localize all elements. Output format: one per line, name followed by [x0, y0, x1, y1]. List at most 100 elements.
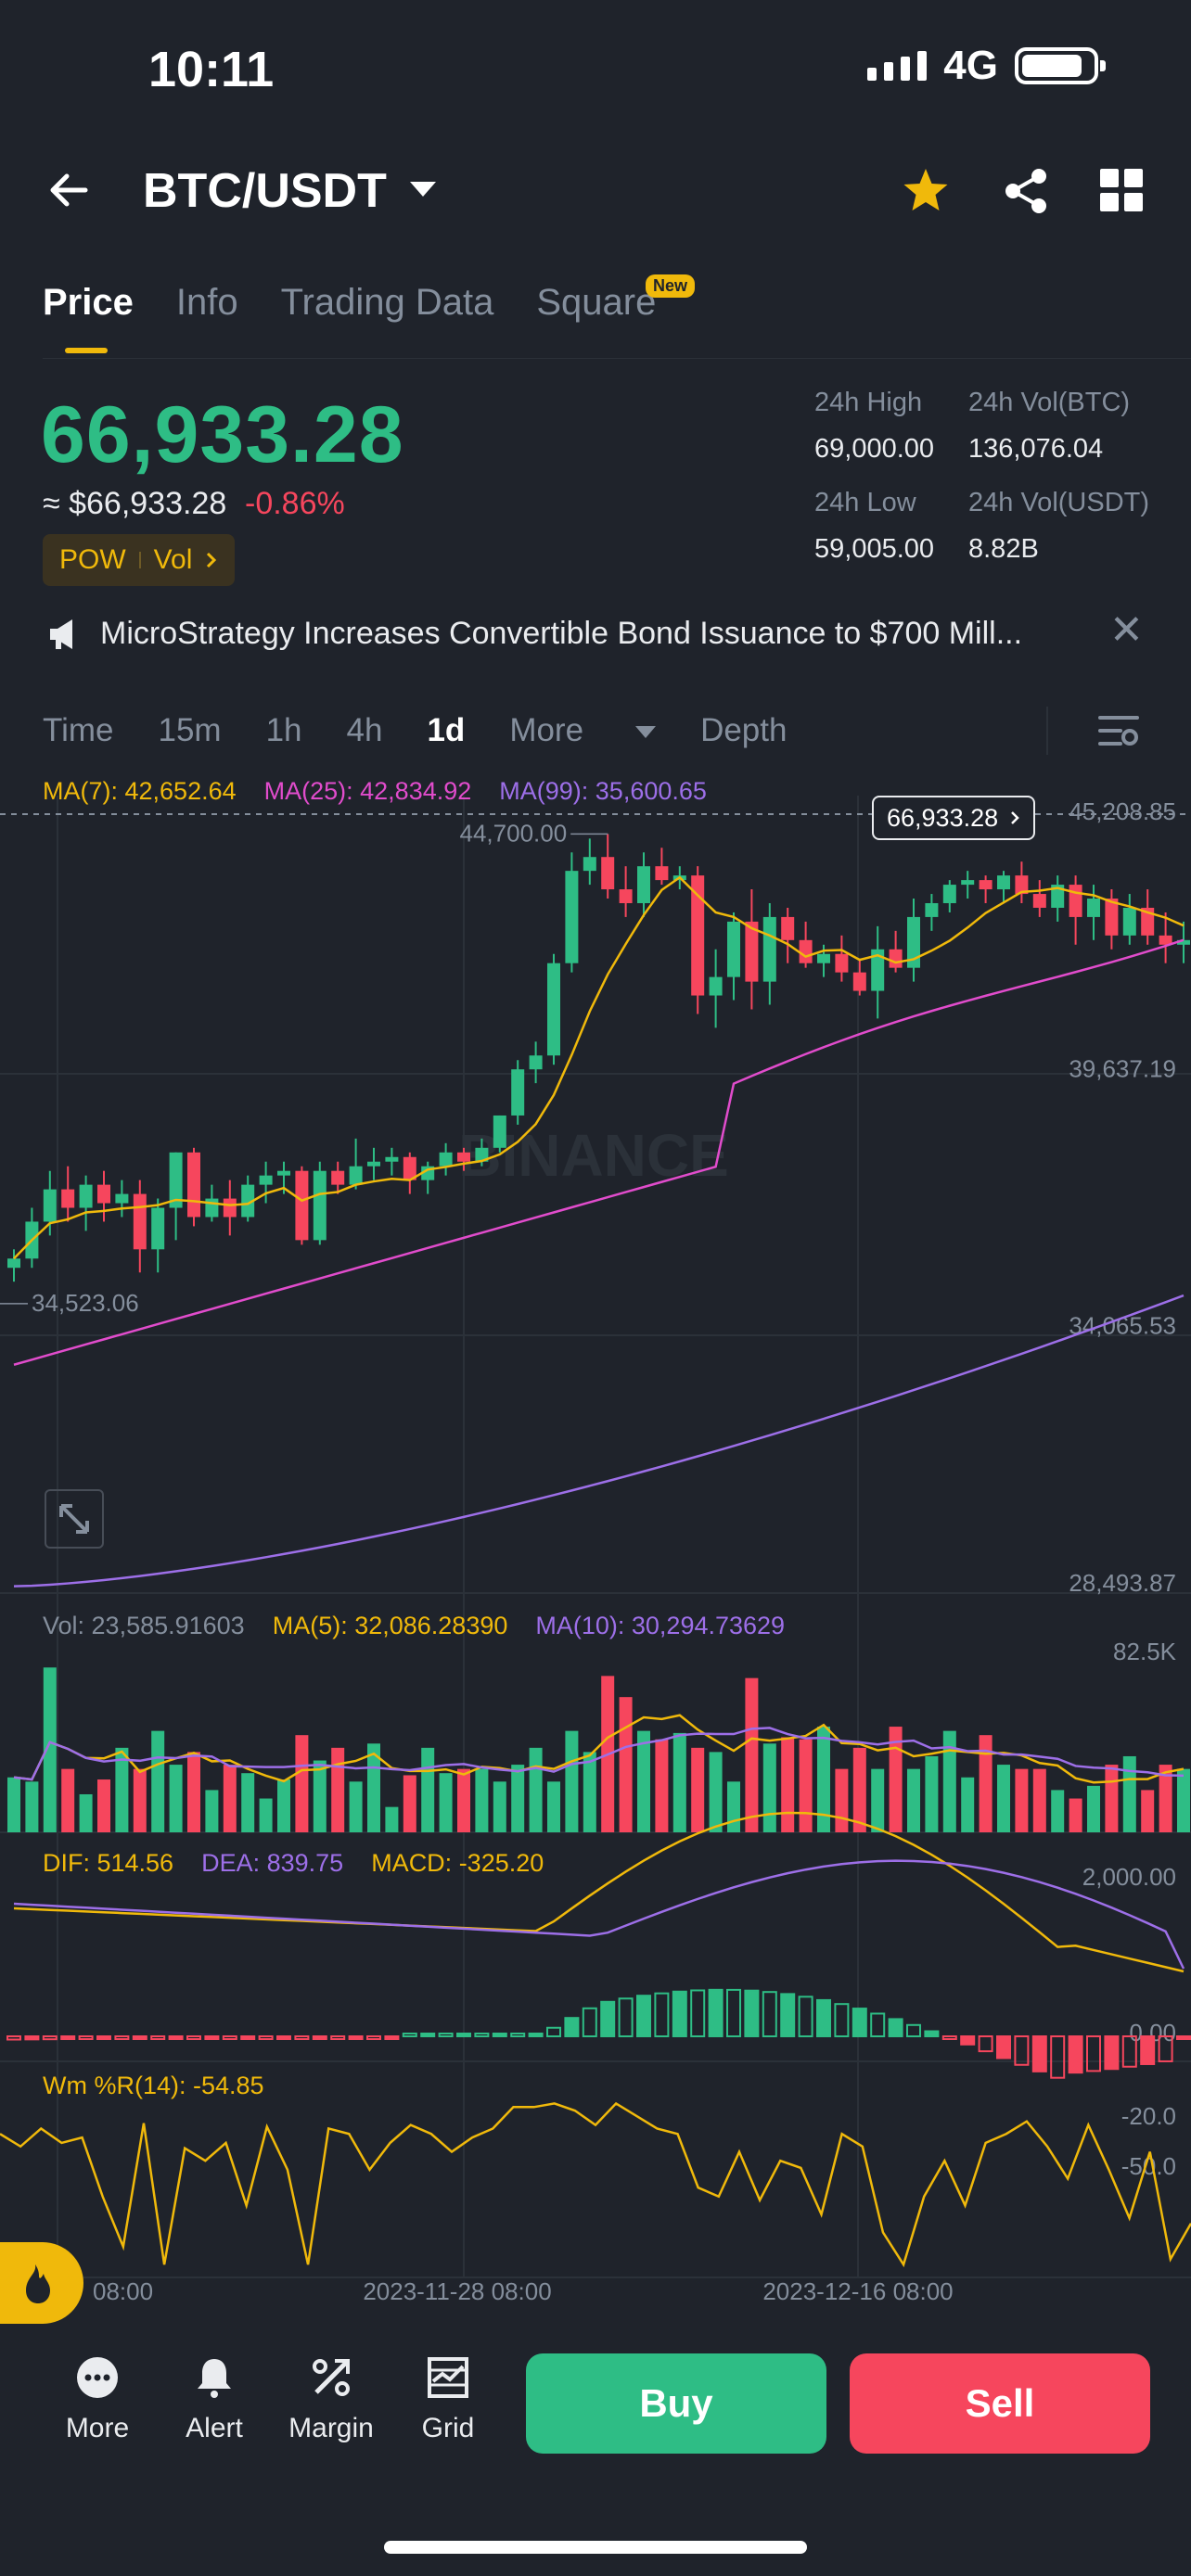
grid-icon[interactable] [1098, 167, 1145, 213]
low-marker-label: 34,523.06 [32, 1289, 139, 1317]
caret-down-icon[interactable] [410, 182, 436, 197]
macd-dea: DEA: 839.75 [201, 1849, 344, 1877]
close-icon[interactable]: ✕ [1109, 607, 1144, 653]
volume-bar [762, 1743, 776, 1832]
candle-up [511, 1069, 525, 1116]
volume-ma10-line [13, 1727, 1185, 1781]
interval-4h[interactable]: 4h [346, 712, 383, 748]
y-axis-label: 39,637.19 [1069, 1054, 1176, 1082]
candle-down [133, 1193, 147, 1250]
tab-info[interactable]: Info [175, 282, 238, 323]
grid-button[interactable]: Grid [397, 2355, 499, 2444]
macd-histogram-bar [906, 2023, 921, 2037]
kline-chart[interactable]: BINANCE45,208.8539,637.1934,065.5328,493… [0, 768, 1191, 2316]
candle-down [187, 1152, 200, 1218]
macd-dif-line [13, 1811, 1185, 1973]
fire-icon [26, 2264, 50, 2303]
network-type: 4G [943, 43, 998, 88]
volume-bar [961, 1777, 975, 1832]
sell-button[interactable]: Sell [850, 2353, 1150, 2454]
volume-bar [781, 1737, 795, 1832]
stat-high-label: 24h High [814, 388, 923, 417]
macd-histogram-bar [852, 2008, 867, 2037]
interval-1d[interactable]: 1d [427, 712, 466, 748]
macd-histogram-bar [582, 2007, 597, 2038]
tab-price[interactable]: Price [43, 282, 134, 353]
macd-histogram-bar [941, 2035, 957, 2040]
macd-histogram-bar [420, 2033, 436, 2037]
macd-histogram-bar [456, 2033, 471, 2037]
stat-low-label: 24h Low [814, 488, 916, 517]
candle-up [637, 866, 650, 903]
news-ticker[interactable]: MicroStrategy Increases Convertible Bond… [100, 616, 1023, 651]
macd-histogram-bar [1068, 2035, 1083, 2074]
interval-15m[interactable]: 15m [158, 712, 222, 748]
pow-tag: POW [59, 544, 126, 575]
candle-up [349, 1166, 363, 1185]
interval-bar: Time 15m 1h 4h 1d More Depth [43, 712, 831, 749]
alert-button[interactable]: Alert [163, 2355, 265, 2444]
candle-up [1087, 899, 1100, 917]
macd-histogram-bar [78, 2035, 94, 2040]
grid-bot-icon [428, 2357, 468, 2398]
macd-histogram-bar [618, 1997, 634, 2037]
volume-bar [942, 1730, 956, 1832]
wr-axis-label: -20.0 [1121, 2102, 1176, 2130]
volume-bar [295, 1735, 309, 1832]
volume-bar [61, 1768, 75, 1832]
volume-bar [331, 1747, 345, 1832]
volume-bar [385, 1806, 399, 1832]
candle-down [619, 889, 633, 903]
macd-value: MACD: -325.20 [371, 1849, 544, 1877]
divider [43, 358, 1191, 359]
candle-down [655, 866, 669, 881]
volume-bar [169, 1765, 183, 1832]
macd-histogram-bar [384, 2035, 400, 2040]
candle-up [961, 880, 975, 886]
volume-bar [349, 1781, 363, 1832]
star-icon[interactable] [900, 165, 952, 217]
macd-histogram-bar [114, 2035, 130, 2040]
volume-bar [133, 1768, 147, 1832]
interval-more[interactable]: More [509, 712, 657, 749]
x-axis-label: 08:00 [93, 2277, 153, 2305]
chart-settings-icon[interactable] [1098, 712, 1139, 749]
volume-ma5: MA(5): 32,086.28390 [272, 1612, 508, 1639]
volume-bar [583, 1752, 596, 1832]
volume-bar [1177, 1768, 1190, 1832]
last-price-tag[interactable]: 66,933.28 [872, 796, 1036, 840]
expand-icon[interactable] [45, 1489, 104, 1549]
macd-histogram-bar [1121, 2035, 1137, 2068]
macd-histogram-bar [204, 2035, 220, 2040]
tab-square[interactable]: Square [536, 282, 657, 323]
interval-time[interactable]: Time [43, 712, 114, 748]
fire-button[interactable] [0, 2242, 83, 2324]
macd-histogram-bar [258, 2035, 274, 2040]
margin-button[interactable]: Margin [280, 2355, 382, 2444]
candle-down [781, 916, 795, 940]
ma25-line [13, 938, 1185, 1366]
back-arrow-icon[interactable] [45, 165, 95, 215]
candle-down [61, 1189, 75, 1208]
macd-histogram-bar [978, 2035, 993, 2053]
interval-1h[interactable]: 1h [265, 712, 302, 748]
ma7-value: MA(7): 42,652.64 [43, 777, 237, 805]
volume-bar [43, 1667, 57, 1832]
tab-trading-data[interactable]: Trading Data [280, 282, 494, 323]
candle-up [565, 871, 579, 963]
macd-histogram-bar [888, 2018, 903, 2038]
more-label: More [65, 2413, 130, 2443]
interval-depth[interactable]: Depth [700, 712, 788, 748]
trading-pair-title[interactable]: BTC/USDT [143, 164, 387, 218]
share-icon[interactable] [1000, 165, 1052, 217]
buy-button[interactable]: Buy [526, 2353, 826, 2454]
volume-bar [115, 1747, 129, 1832]
volume-bar [25, 1781, 39, 1832]
candle-up [79, 1184, 93, 1208]
candle-up [169, 1152, 183, 1208]
volume-bar [79, 1793, 93, 1832]
pow-vol-badge[interactable]: POW Vol [43, 534, 236, 586]
macd-histogram-bar [1176, 2035, 1191, 2040]
more-button[interactable]: More [46, 2355, 148, 2444]
volume-bar [547, 1781, 560, 1832]
